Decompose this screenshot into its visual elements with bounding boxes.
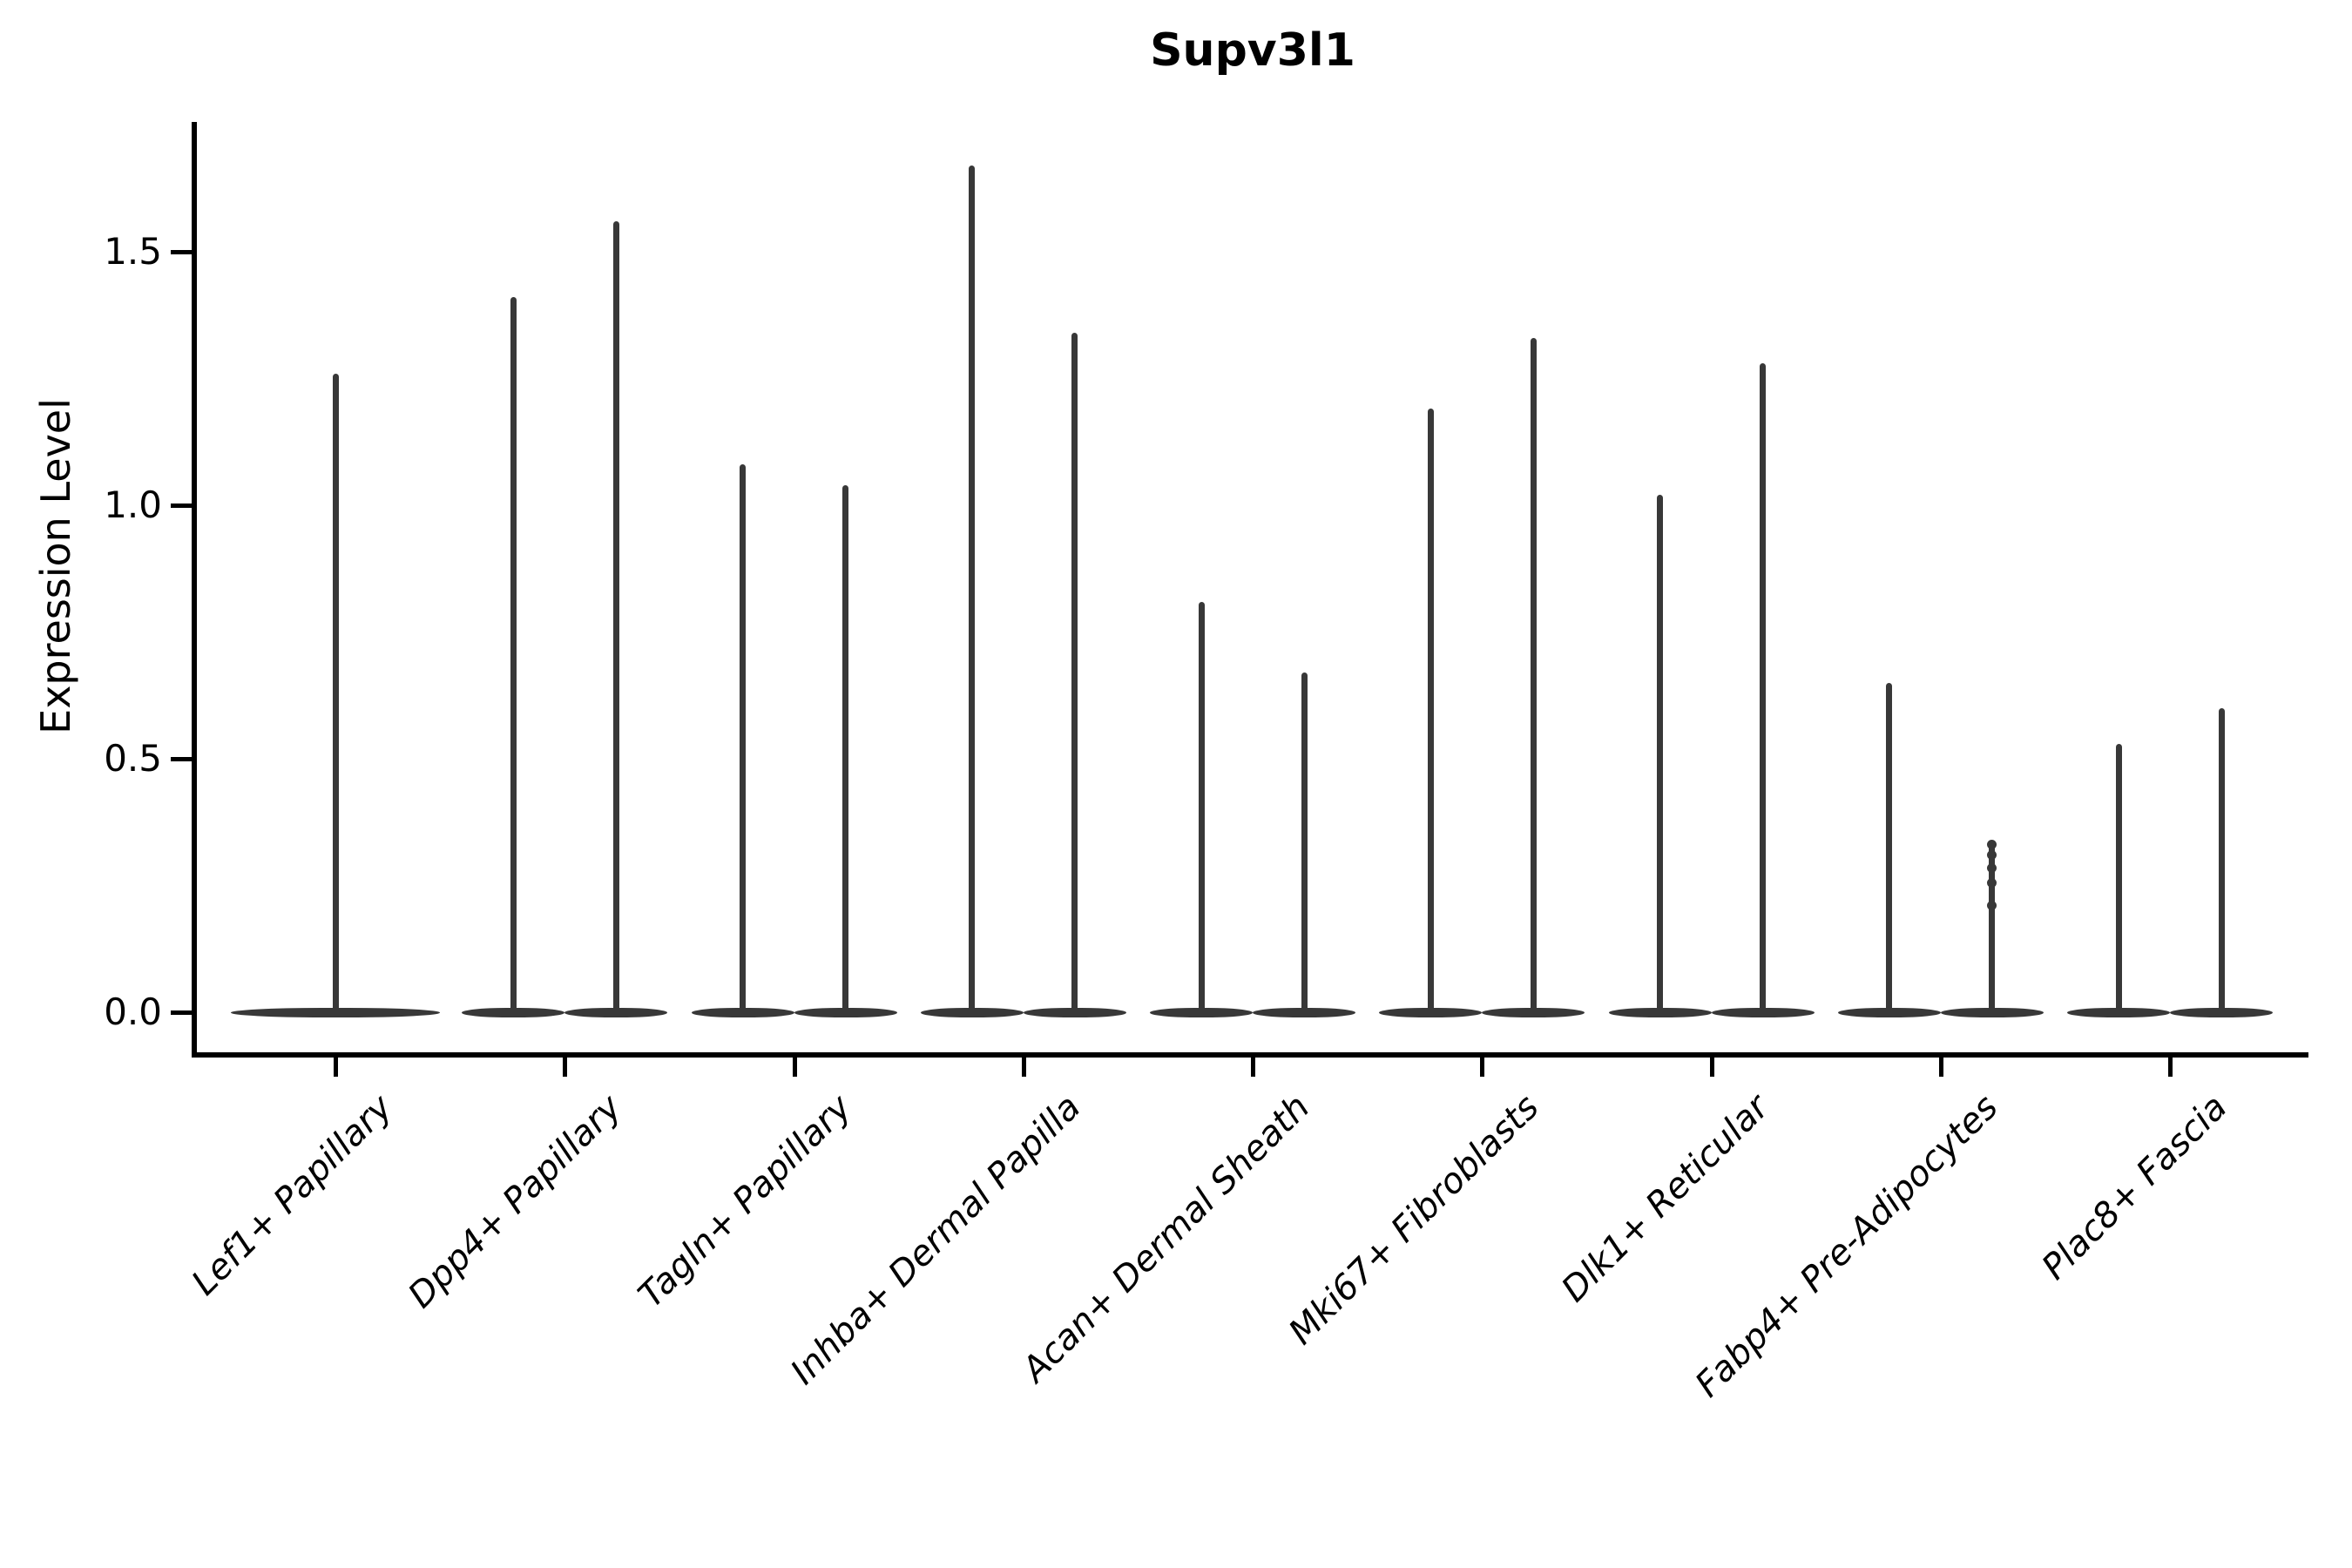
data-point	[1987, 840, 1997, 850]
y-tick	[171, 250, 192, 254]
x-tick	[1709, 1058, 1714, 1077]
x-tick	[1480, 1058, 1485, 1077]
x-tick	[1938, 1058, 1943, 1077]
y-axis-spine	[192, 122, 197, 1058]
x-tick-label: Dlk1+ Reticular	[1553, 1087, 1777, 1310]
x-tick	[1251, 1058, 1255, 1077]
y-tick	[171, 1010, 192, 1015]
x-tick-label: Dpp4+ Papillary	[401, 1087, 630, 1316]
x-tick	[792, 1058, 797, 1077]
violin-spike	[1760, 363, 1766, 1017]
x-tick	[1021, 1058, 1026, 1077]
y-tick-label: 1.0	[104, 483, 162, 526]
y-axis-label: Expression Level	[32, 398, 79, 734]
violin-spike	[1071, 333, 1078, 1017]
y-tick-label: 1.5	[104, 230, 162, 273]
violin-spike	[969, 166, 976, 1017]
violin-spike	[332, 373, 339, 1017]
violin-spike	[1657, 495, 1663, 1017]
y-tick	[171, 757, 192, 761]
violin-spike	[740, 464, 746, 1017]
x-tick-label: Lef1+ Papillary	[184, 1087, 401, 1303]
violin-spike	[2218, 707, 2225, 1017]
data-point	[1987, 862, 1997, 873]
x-axis-spine	[192, 1052, 2308, 1058]
chart-title: Supv3l1	[1150, 24, 1355, 77]
x-tick	[563, 1058, 568, 1077]
x-tick-label: Plac8+ Fascia	[2034, 1087, 2235, 1288]
violin-spike	[1886, 682, 1893, 1017]
violin-spike	[1198, 601, 1205, 1017]
violin-spike	[612, 221, 619, 1017]
violin-spike	[1530, 337, 1537, 1017]
x-tick-label: Mki67+ Fibroblasts	[1281, 1087, 1547, 1353]
x-tick-label: Tagln+ Papillary	[630, 1087, 860, 1316]
violin-spike	[510, 297, 517, 1017]
y-tick-label: 0.5	[104, 737, 162, 780]
violin-spike	[842, 484, 848, 1017]
data-point	[1987, 878, 1997, 889]
data-point	[1987, 901, 1997, 911]
y-tick-label: 0.0	[104, 990, 162, 1033]
x-tick	[334, 1058, 338, 1077]
x-tick	[2168, 1058, 2173, 1077]
data-point	[1987, 850, 1997, 861]
violin-spike	[1301, 672, 1308, 1017]
y-tick	[171, 504, 192, 508]
violin-spike	[2115, 743, 2122, 1017]
violin-spike	[1427, 409, 1434, 1017]
violin-spike	[1989, 844, 1996, 1017]
